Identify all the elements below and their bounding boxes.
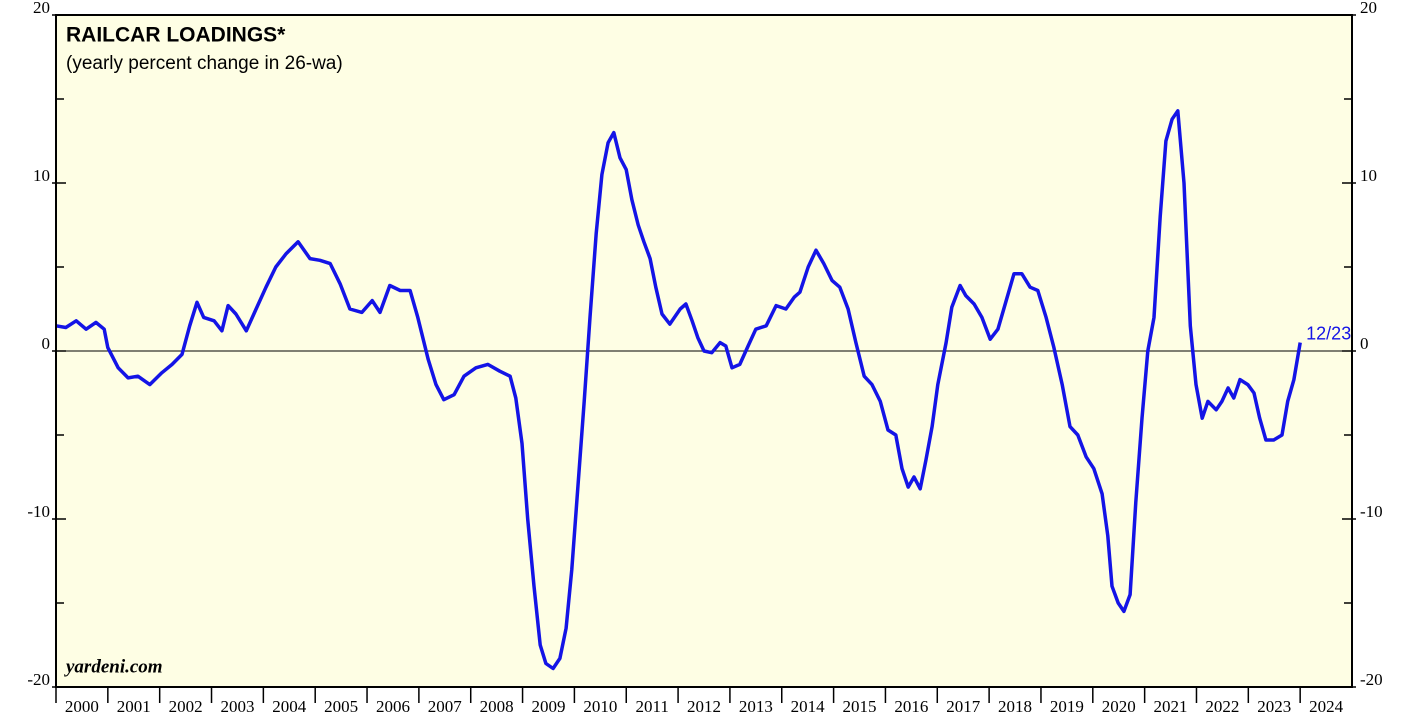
x-tick-label: 2024 bbox=[1309, 697, 1344, 716]
layer bbox=[55, 109, 1352, 671]
chart-subtitle: (yearly percent change in 26-wa) bbox=[66, 53, 343, 74]
x-tick-label: 2008 bbox=[480, 697, 514, 716]
x-tick-label: 2017 bbox=[946, 697, 981, 716]
y-tick-label: 20 bbox=[33, 0, 50, 17]
x-tick-label: 2001 bbox=[117, 697, 151, 716]
x-tick-label: 2002 bbox=[169, 697, 203, 716]
x-tick-label: 2020 bbox=[1102, 697, 1136, 716]
y-tick-label: 0 bbox=[42, 334, 51, 353]
x-tick-label: 2007 bbox=[428, 697, 463, 716]
end-label: 12/23 bbox=[1306, 323, 1351, 343]
y2-tick-label: -10 bbox=[1360, 502, 1383, 521]
x-tick-label: 2006 bbox=[376, 697, 410, 716]
x-tick-label: 2021 bbox=[1154, 697, 1188, 716]
y2-tick-label: 10 bbox=[1360, 166, 1377, 185]
x-tick-label: 2010 bbox=[583, 697, 617, 716]
x-tick-label: 2000 bbox=[65, 697, 99, 716]
x-tick-label: 2014 bbox=[791, 697, 826, 716]
x-tick-label: 2018 bbox=[998, 697, 1032, 716]
x-tick-label: 2009 bbox=[531, 697, 565, 716]
y-tick-label: -10 bbox=[27, 502, 50, 521]
y2-tick-label: -20 bbox=[1360, 670, 1383, 689]
x-tick-label: 2003 bbox=[220, 697, 254, 716]
x-tick-label: 2023 bbox=[1257, 697, 1291, 716]
y-tick-label: 10 bbox=[33, 166, 50, 185]
x-tick-label: 2019 bbox=[1050, 697, 1084, 716]
x-tick-label: 2011 bbox=[635, 697, 668, 716]
data-line bbox=[55, 109, 1302, 671]
y2-tick-label: 0 bbox=[1360, 334, 1369, 353]
y-tick-label: -20 bbox=[27, 670, 50, 689]
chart-title: RAILCAR LOADINGS* bbox=[66, 24, 286, 47]
y2-tick-label: 20 bbox=[1360, 0, 1377, 17]
x-tick-label: 2013 bbox=[739, 697, 773, 716]
x-tick-label: 2012 bbox=[687, 697, 721, 716]
x-tick-label: 2016 bbox=[894, 697, 928, 716]
x-tick-label: 2015 bbox=[843, 697, 877, 716]
source: yardeni.com bbox=[64, 656, 163, 677]
x-tick-label: 2022 bbox=[1205, 697, 1239, 716]
x-tick-label: 2004 bbox=[272, 697, 307, 716]
x-tick-label: 2005 bbox=[324, 697, 358, 716]
